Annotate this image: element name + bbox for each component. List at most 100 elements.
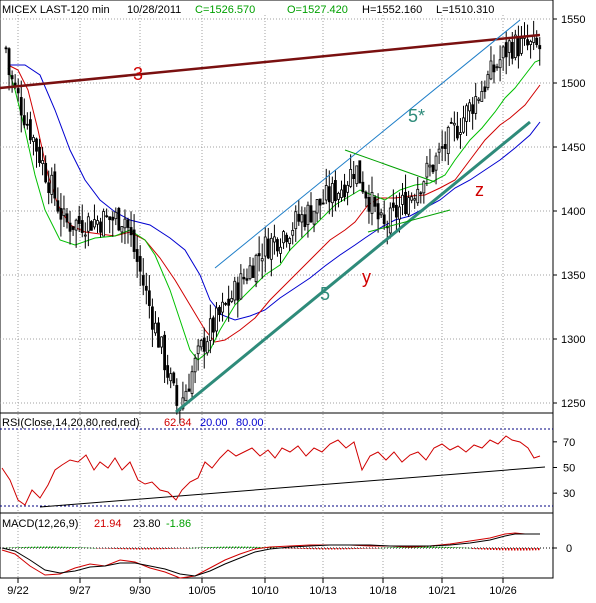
macd-hist-bar: [244, 546, 246, 548]
macd-hist-bar: [445, 546, 447, 548]
macd-hist-bar: [88, 547, 90, 549]
price-tick-label: 1550: [561, 14, 585, 26]
candle-body: [224, 303, 228, 305]
candle-body: [333, 180, 337, 202]
macd-hist-bar: [283, 548, 285, 549]
x-tick-label: 10/13: [309, 585, 337, 597]
candle-body: [22, 115, 26, 126]
candle-body: [187, 388, 191, 392]
macd-hist-bar: [97, 548, 99, 549]
candle-body: [300, 214, 304, 223]
candle-body: [504, 42, 508, 58]
macd-hist-bar: [439, 546, 441, 548]
candle-body: [38, 146, 41, 163]
candle-body: [147, 290, 151, 306]
macd-hist-bar: [496, 548, 498, 551]
candle-body: [80, 220, 84, 233]
macd-hist-bar: [385, 547, 387, 549]
macd-hist-bar: [22, 546, 24, 548]
macd-hist-bar: [34, 546, 36, 548]
candle-body: [71, 226, 75, 230]
candle-body: [205, 341, 209, 354]
candle-body: [169, 373, 173, 382]
macd-hist-bar: [289, 548, 291, 549]
candle-body: [306, 204, 310, 225]
macd-hist-bar: [217, 546, 219, 548]
x-tick-label: 9/27: [69, 585, 90, 597]
macd-hist-bar: [424, 546, 426, 548]
macd-hist-bar: [478, 548, 480, 550]
macd-hist-bar: [259, 546, 261, 548]
x-tick-label: 9/30: [129, 585, 150, 597]
macd-hist-bar: [91, 547, 93, 549]
macd-hist-bar: [310, 548, 312, 550]
header-date: 10/28/2011: [127, 4, 181, 16]
wave-label-5star: 5*: [408, 106, 425, 126]
candle-body: [489, 60, 493, 80]
candle-body: [123, 218, 127, 229]
macd-hist-bar: [520, 548, 522, 551]
macd-hist-bar: [397, 547, 399, 548]
macd-hist-bar: [523, 548, 525, 551]
macd-hist-bar: [292, 548, 294, 549]
candle-body: [4, 47, 8, 50]
candle-body: [459, 132, 462, 135]
macd-hist-bar: [235, 546, 237, 548]
macd-hist-bar: [175, 548, 177, 549]
candle-body: [208, 318, 212, 341]
candle-body: [288, 238, 292, 244]
candle-body: [181, 397, 185, 410]
candle-body: [480, 91, 484, 102]
candle-body: [330, 183, 334, 204]
candle-body: [309, 205, 313, 223]
macd-hist-bar: [358, 548, 360, 549]
candle-body: [340, 189, 343, 198]
candle-body: [35, 138, 38, 152]
macd-hist-bar: [10, 547, 12, 549]
candle-body: [520, 38, 523, 54]
candle-body: [324, 185, 328, 201]
macd-title: MACD(12,26,9): [2, 518, 78, 530]
rsi-tick-label: 50: [563, 463, 575, 475]
macd-hist-bar: [94, 547, 96, 549]
macd-hist-bar: [187, 548, 189, 549]
candle-body: [257, 253, 261, 257]
header-low: L=1510.310: [436, 4, 494, 16]
macd-panel: [0, 512, 554, 579]
candle-body: [221, 301, 224, 313]
candle-body: [13, 82, 17, 86]
macd-hist-bar: [238, 546, 240, 548]
candle-body: [47, 182, 51, 194]
macd-hist-bar: [112, 548, 114, 549]
price-tick-label: 1500: [561, 78, 585, 90]
candle-body: [166, 365, 170, 378]
macd-hist-bar: [241, 546, 243, 548]
candle-body: [303, 214, 307, 227]
macd-hist-bar: [202, 547, 204, 548]
macd-hist-bar: [271, 547, 273, 548]
macd-hist-bar: [301, 548, 303, 549]
candle-body: [373, 196, 377, 207]
candle-body: [233, 280, 237, 301]
candle-body: [315, 199, 319, 214]
candle-body: [428, 164, 432, 168]
candle-body: [455, 125, 459, 139]
macd-value: 21.94: [94, 518, 122, 530]
macd-hist-bar: [361, 548, 363, 549]
candle-body: [318, 198, 322, 206]
candle-body: [416, 188, 420, 204]
candle-body: [211, 317, 215, 333]
candle-body: [114, 211, 118, 220]
candle-body: [272, 236, 276, 243]
channel-line-5star: [214, 19, 521, 269]
header-open: O=1527.420: [287, 4, 348, 16]
wave-label-3: 3: [133, 64, 143, 84]
candle-body: [349, 168, 353, 187]
candle-body: [108, 216, 112, 221]
macd-hist-bar: [184, 548, 186, 549]
macd-hist-bar: [475, 548, 477, 550]
macd-signal-value: 23.80: [133, 518, 161, 530]
x-axis: 9/22 9/27 9/30 10/05 10/10 10/13 10/18 10/21 10/…: [7, 578, 517, 597]
